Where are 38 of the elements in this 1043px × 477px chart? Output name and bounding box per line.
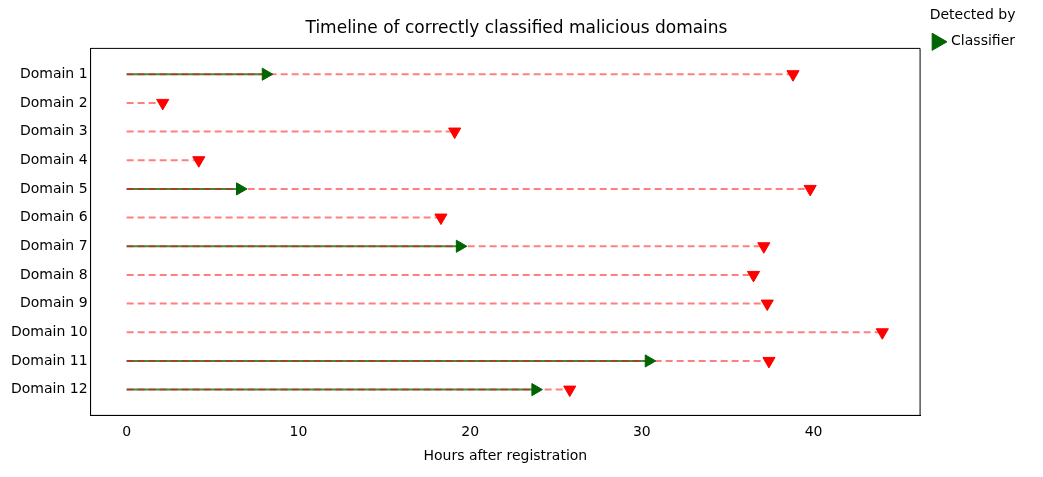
y-tick-label: Domain 12 (11, 380, 88, 397)
y-tick-label: Domain 8 (19, 265, 88, 282)
y-tick-label: Domain 6 (19, 208, 88, 225)
point (803, 184, 817, 197)
y-tick-label: Domain 11 (11, 351, 88, 368)
point (875, 328, 889, 340)
point (531, 383, 543, 397)
point (455, 239, 468, 253)
y-tick-label: Domain 3 (19, 122, 88, 139)
x-tick-label: 40 (804, 423, 823, 440)
x-tick-label: 10 (289, 423, 308, 440)
y-tick-label: Domain 7 (19, 236, 88, 253)
y-tick-label: Domain 1 (19, 64, 88, 81)
point (236, 182, 248, 196)
x-tick-label: 20 (461, 423, 480, 440)
point (434, 213, 448, 226)
chart-title: Timeline of correctly classified malicious domains (304, 16, 728, 37)
point (762, 356, 776, 369)
point (156, 98, 170, 111)
x-tick-label: 0 (122, 423, 132, 440)
y-tick-label: Domain 5 (19, 179, 88, 196)
point (746, 270, 761, 283)
point (786, 70, 800, 82)
point (261, 67, 274, 81)
y-tick-label: Domain 10 (11, 322, 88, 339)
y-tick-label: Domain 9 (19, 294, 88, 311)
point (448, 127, 462, 140)
legend-title: Detected by (929, 5, 1016, 22)
point (757, 242, 771, 254)
y-tick-label: Domain 2 (19, 93, 88, 110)
x-tick-label: 30 (632, 423, 651, 440)
legend-label: Classifier (951, 32, 1016, 49)
point (563, 385, 577, 398)
x-axis-title: Hours after registration (423, 447, 588, 464)
point (192, 156, 206, 168)
y-tick-label: Domain 4 (19, 150, 88, 167)
point (644, 354, 657, 368)
point (760, 299, 774, 312)
